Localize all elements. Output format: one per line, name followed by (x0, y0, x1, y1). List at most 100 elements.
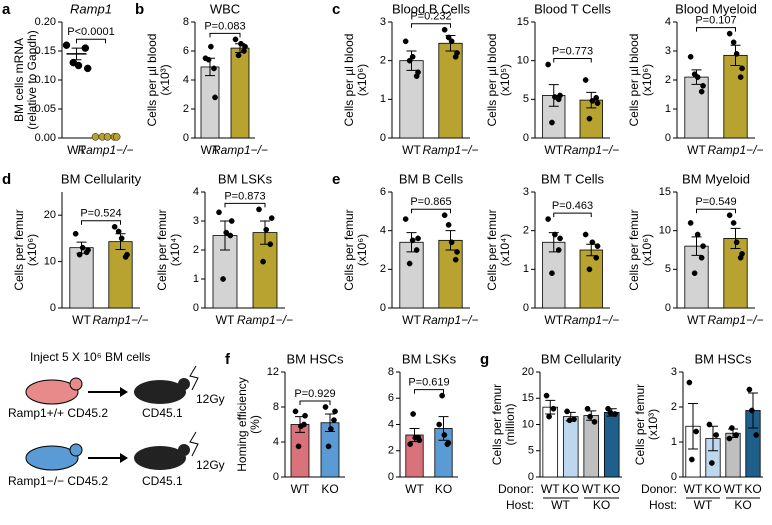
data-point (216, 209, 222, 216)
p-value: P=0.107 (695, 15, 736, 27)
homing-diagram: Inject 5 X 10⁶ BM cells Ramp1+/+ CD45.2 … (8, 350, 225, 488)
y-tick-label: 1 (665, 103, 671, 115)
host-label: KO (593, 498, 610, 512)
y-tick-label: 0 (273, 471, 279, 483)
data-point (228, 218, 235, 224)
y-tick-label: 0 (523, 302, 529, 314)
data-point (441, 212, 448, 219)
data-point (700, 82, 706, 89)
data-point (407, 441, 413, 448)
donor-mouse (25, 445, 79, 471)
y-axis-label: Cells per µl blood (627, 34, 641, 127)
chart-title: BM LSKs (218, 171, 273, 186)
data-point (694, 74, 701, 80)
p-value: P=0.524 (80, 208, 121, 220)
x-tick-label: Ramp1−/− (77, 143, 133, 157)
data-point (693, 428, 700, 435)
x-tick-label: Ramp1−/− (422, 313, 478, 327)
chart-title: Ramp1 (70, 1, 112, 16)
data-point (212, 94, 218, 101)
data-point (409, 53, 416, 60)
y-axis-label: Cells per µl blood (145, 34, 159, 127)
significance-bracket (553, 58, 592, 63)
y-tick-label: 5 (523, 93, 529, 105)
data-point (62, 41, 71, 49)
x-tick-label: Ramp1−/− (92, 313, 148, 327)
data-point (552, 231, 558, 238)
y-axis-label: BM cells mRNA (12, 38, 26, 122)
radiation-bolt (189, 365, 199, 391)
y-axis-label: Cells per femur (627, 209, 641, 290)
x-tick-label: KO (744, 482, 761, 496)
y-tick-label: 6 (380, 186, 386, 198)
data-point (76, 251, 83, 258)
data-point (589, 239, 596, 246)
y-tick-label: 8 (183, 16, 189, 28)
x-tick-label: WT (402, 143, 421, 157)
data-point (549, 270, 555, 277)
data-point (694, 231, 701, 238)
bar (438, 42, 463, 139)
data-point (448, 239, 455, 246)
data-point (322, 404, 329, 410)
y-tick-label: 0 (388, 471, 394, 483)
data-point (550, 405, 557, 412)
data-point (584, 405, 591, 412)
data-point (739, 65, 745, 72)
y-tick-label: 2 (388, 445, 394, 457)
y-tick-label: 2 (523, 225, 529, 237)
data-point (730, 220, 737, 226)
y-axis-label: (x10⁶) (640, 234, 654, 266)
x-tick-label: WT (72, 313, 91, 327)
y-tick-label: 2 (671, 401, 677, 413)
data-point (406, 260, 413, 267)
y-axis-label: (x10⁶) (355, 234, 369, 266)
data-point (552, 94, 558, 100)
p-value: P=0.232 (410, 11, 451, 23)
row-label: Host: (506, 498, 534, 512)
data-point (72, 230, 79, 237)
chart-title: BM HSCs (286, 351, 344, 366)
data-point (566, 417, 573, 424)
y-tick-label: 0.00 (35, 132, 56, 144)
significance-bracket (224, 202, 266, 208)
y-tick-label: 20 (44, 209, 56, 221)
chart-title: BM T Cells (541, 171, 605, 186)
chart-title: BM LSKs (402, 351, 457, 366)
bar (252, 232, 278, 309)
y-tick-label: 8 (273, 401, 279, 413)
y-tick-label: 3 (671, 366, 677, 378)
y-axis-label: Cells per µl blood (485, 34, 499, 127)
data-point (698, 254, 705, 261)
data-point (227, 232, 234, 239)
x-tick-label: Ramp1−/− (707, 313, 763, 327)
bar (230, 47, 250, 139)
data-point (263, 226, 270, 233)
p-value: P=0.619 (408, 377, 449, 389)
y-tick-label: 0.15 (35, 45, 56, 57)
chart-title: WBC (210, 1, 240, 16)
diagram-title: Inject 5 X 10⁶ BM cells (30, 350, 150, 364)
host-label: KO (734, 498, 751, 512)
bar (108, 241, 133, 309)
p-value: P=0.463 (552, 200, 593, 212)
data-point (415, 235, 421, 242)
p-value: P=0.865 (410, 196, 451, 208)
data-point (79, 244, 86, 251)
data-point (733, 51, 740, 57)
data-point (81, 44, 90, 52)
y-tick-label: 4 (193, 186, 199, 198)
data-point (298, 423, 304, 430)
genotype-label: Ramp1−/− CD45.2 (8, 474, 108, 488)
y-tick-label: 6 (388, 392, 394, 404)
row-label: Host: (649, 498, 677, 512)
p-value: P=0.083 (204, 20, 245, 32)
x-tick-label: KO (562, 482, 579, 496)
y-tick-label: 3 (665, 45, 671, 57)
data-point (118, 235, 125, 242)
data-point (589, 98, 596, 104)
donor-mouse (25, 379, 79, 405)
panel-letter: e (332, 171, 340, 188)
y-tick-label: 2 (665, 74, 671, 86)
data-point (112, 133, 121, 141)
